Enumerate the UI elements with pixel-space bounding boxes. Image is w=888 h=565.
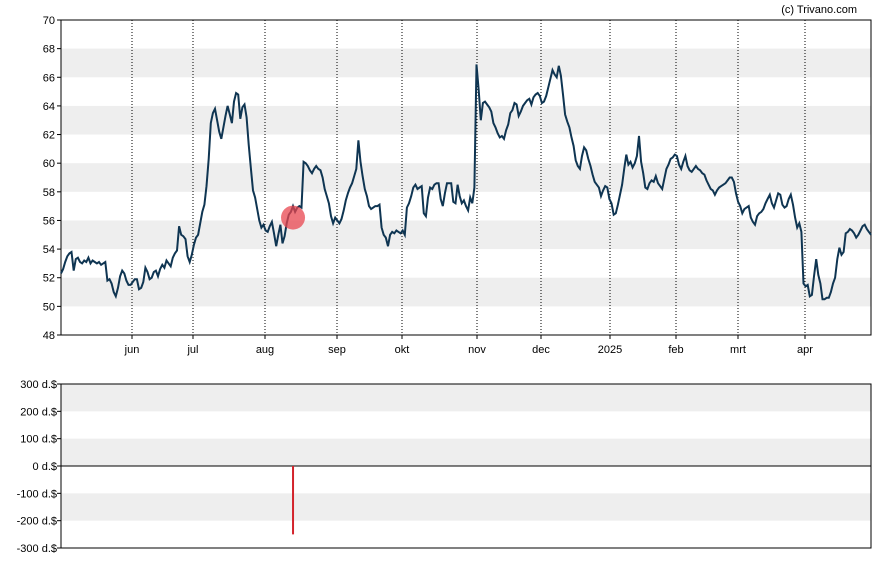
price-y-tick-label: 50	[43, 301, 55, 313]
price-x-tick-label: nov	[468, 344, 486, 356]
price-series-line	[60, 64, 872, 301]
price-x-tick-label: 2025	[598, 344, 622, 356]
price-band	[61, 48, 871, 78]
volume-y-tick-label: 0 d.$	[33, 461, 57, 473]
price-y-tick-label: 52	[43, 273, 55, 285]
volume-band	[61, 493, 871, 521]
price-y-tick-label: 68	[43, 44, 55, 56]
price-x-tick-label: aug	[256, 344, 274, 356]
price-x-tick-label: feb	[668, 344, 683, 356]
credit-label: (c) Trivano.com	[781, 4, 857, 16]
price-band	[61, 277, 871, 307]
price-y-tick-label: 62	[43, 130, 55, 142]
price-x-tick-label: dec	[532, 344, 550, 356]
price-band	[61, 163, 871, 192]
price-x-tick-label: sep	[328, 344, 346, 356]
volume-y-tick-label: -300 d.$	[17, 543, 57, 555]
price-y-tick-label: 56	[43, 215, 55, 227]
trade-marker	[281, 205, 306, 230]
volume-panel: 300 d.$ 200 d.$ 100 d.$ 0 d.$ -100 d.$ -200 d…	[17, 379, 872, 555]
price-y-tick-label: 54	[43, 244, 55, 256]
volume-y-tick-label: -200 d.$	[17, 516, 57, 528]
price-x-tick-label: jul	[186, 344, 198, 356]
price-y-tick-label: 66	[43, 72, 55, 84]
price-x-tick-label: mrt	[730, 344, 746, 356]
price-y-tick-label: 58	[43, 187, 55, 199]
volume-band	[61, 384, 871, 412]
price-x-tick-label: okt	[395, 344, 410, 356]
price-y-tick-label: 60	[43, 158, 55, 170]
volume-y-tick-label: 100 d.$	[20, 434, 57, 446]
volume-band	[61, 438, 871, 466]
price-y-tick-label: 48	[43, 330, 55, 342]
price-x-tick-label: apr	[797, 344, 813, 356]
volume-y-tick-label: 200 d.$	[20, 406, 57, 418]
price-band	[61, 220, 871, 250]
price-panel: 48 50 52 54 56 58 60 62 64 66 68 70 jun jul aug sep okt…	[43, 15, 872, 356]
volume-y-tick-label: -100 d.$	[17, 488, 57, 500]
price-y-tick-label: 70	[43, 15, 55, 27]
price-band	[61, 105, 871, 135]
volume-y-tick-label: 300 d.$	[20, 379, 57, 391]
price-y-tick-label: 64	[43, 101, 55, 113]
price-x-tick-label: jun	[124, 344, 140, 356]
